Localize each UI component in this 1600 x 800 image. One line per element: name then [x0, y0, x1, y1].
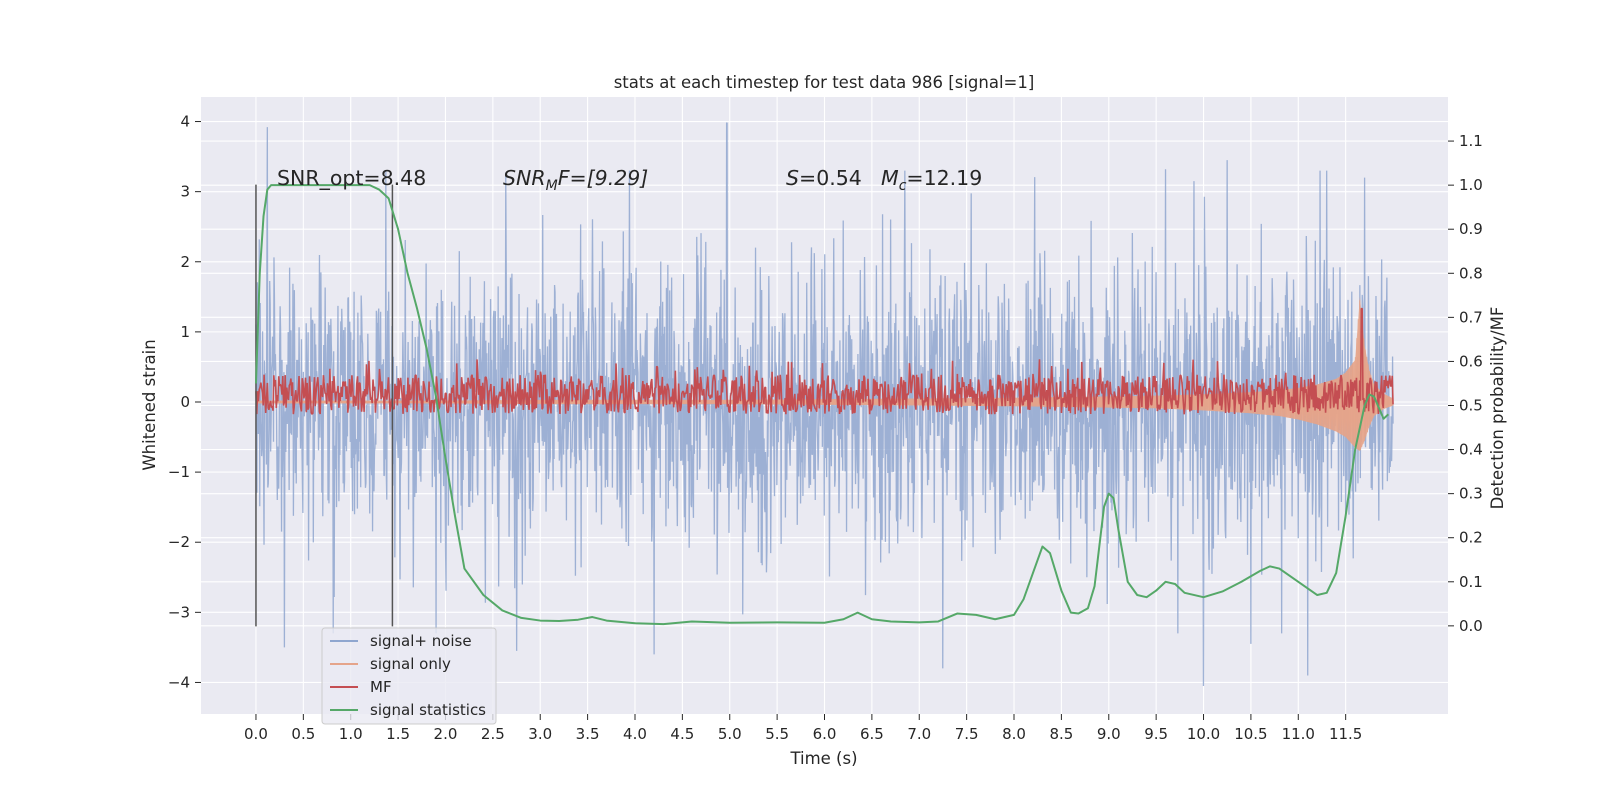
x-tick-label: 1.0: [339, 725, 363, 743]
x-tick-label: 1.5: [386, 725, 410, 743]
legend-label-signal-statistics: signal statistics: [370, 701, 486, 719]
x-tick-label: 6.0: [813, 725, 837, 743]
y-tick-label: −4: [168, 673, 190, 691]
snr-mf-sub: M: [546, 178, 558, 194]
signal-statistics-series: [254, 184, 1389, 626]
x-tick-label: 4.5: [670, 725, 694, 743]
x-tick-label: 11.0: [1282, 725, 1315, 743]
chart-title: stats at each timestep for test data 986…: [614, 73, 1035, 92]
y-axis-ticks: 4 3 2 1 0 −1 −2 −3 −4: [168, 113, 201, 691]
x-axis-ticks: 0.0 0.5 1.0 1.5 2.0 2.5 3.0 3.5 4.0 4.5 5.0 5.5 6.0 6…: [244, 714, 1362, 743]
legend-box: [321, 627, 497, 725]
x-tick-label: 2.0: [434, 725, 458, 743]
plot-area: [254, 122, 1394, 686]
signal-statistics-line: [254, 184, 1389, 626]
y-tick-label: 0: [180, 393, 190, 411]
x-tick-label: 0.5: [291, 725, 315, 743]
snr-mf-annotation: SNRMF=[9.29]: [503, 166, 648, 194]
y2-axis-label: Detection probability/MF: [1488, 307, 1507, 510]
y2-tick-label: 0.4: [1459, 441, 1483, 459]
s-symbol: S: [786, 166, 799, 190]
y-tick-label: 4: [180, 113, 190, 131]
legend-item-signal-noise: signal+ noise: [330, 632, 472, 650]
x-tick-label: 9.0: [1097, 725, 1121, 743]
y2-tick-label: 1.0: [1459, 176, 1483, 194]
x-tick-label: 3.0: [528, 725, 552, 743]
y2-tick-label: 0.6: [1459, 352, 1483, 370]
mc-sub: c: [899, 178, 907, 194]
x-axis-label: Time (s): [789, 749, 857, 768]
y2-tick-label: 0.3: [1459, 485, 1483, 503]
x-tick-label: 0.0: [244, 725, 268, 743]
y-tick-label: 3: [180, 183, 190, 201]
y-tick-label: 2: [180, 253, 190, 271]
mf-series: [255, 307, 1394, 415]
x-tick-label: 3.5: [576, 725, 600, 743]
legend-item-signal-only: signal only: [330, 655, 451, 673]
s-annotation: S=0.54: [786, 166, 862, 190]
x-tick-label: 10.0: [1187, 725, 1220, 743]
mc-value: =12.19: [906, 166, 982, 190]
y2-tick-label: 0.8: [1459, 264, 1483, 282]
snr-mf-rest: F=[9.29]: [558, 166, 649, 190]
y2-axis-ticks: 1.1 1.0 0.9 0.8 0.7 0.6 0.5 0.4 0.3 0.2 0.1 0.0: [1448, 132, 1483, 635]
legend-item-signal-statistics: signal statistics: [330, 701, 486, 719]
legend-item-mf: MF: [330, 678, 392, 696]
x-tick-label: 11.5: [1329, 725, 1362, 743]
x-tick-label: 9.5: [1144, 725, 1168, 743]
y2-tick-label: 0.7: [1459, 308, 1483, 326]
legend: signal+ noise signal only MF signal stat…: [321, 627, 497, 725]
y2-tick-label: 0.2: [1459, 529, 1483, 547]
y-tick-label: −1: [168, 463, 190, 481]
x-tick-label: 8.5: [1049, 725, 1073, 743]
y2-tick-label: 0.5: [1459, 397, 1483, 415]
x-tick-label: 7.5: [955, 725, 979, 743]
mc-symbol: M: [881, 166, 899, 190]
y2-tick-label: 1.1: [1459, 132, 1483, 150]
x-tick-label: 5.0: [718, 725, 742, 743]
x-tick-label: 5.5: [765, 725, 789, 743]
y2-tick-label: 0.0: [1459, 617, 1483, 635]
legend-label-mf: MF: [370, 678, 392, 696]
y-tick-label: −2: [168, 533, 190, 551]
x-tick-label: 6.5: [860, 725, 884, 743]
y-tick-label: 1: [180, 323, 190, 341]
x-tick-label: 7.0: [907, 725, 931, 743]
x-tick-label: 4.0: [623, 725, 647, 743]
mf-line: [255, 307, 1394, 415]
vertical-markers: [255, 184, 394, 627]
y2-tick-label: 0.1: [1459, 573, 1483, 591]
y-axis-label: Whitened strain: [140, 339, 159, 470]
snr-opt-annotation: SNR_opt=8.48: [277, 166, 426, 191]
s-value: =0.54: [799, 166, 862, 190]
x-tick-label: 8.0: [1002, 725, 1026, 743]
legend-label-signal-only: signal only: [370, 655, 451, 673]
mc-annotation: Mc=12.19: [881, 166, 982, 194]
legend-label-signal-noise: signal+ noise: [370, 632, 472, 650]
y2-tick-label: 0.9: [1459, 220, 1483, 238]
x-tick-label: 10.5: [1234, 725, 1267, 743]
y-tick-label: −3: [168, 603, 190, 621]
snr-mf-base: SNR: [503, 166, 546, 190]
x-tick-label: 2.5: [481, 725, 505, 743]
